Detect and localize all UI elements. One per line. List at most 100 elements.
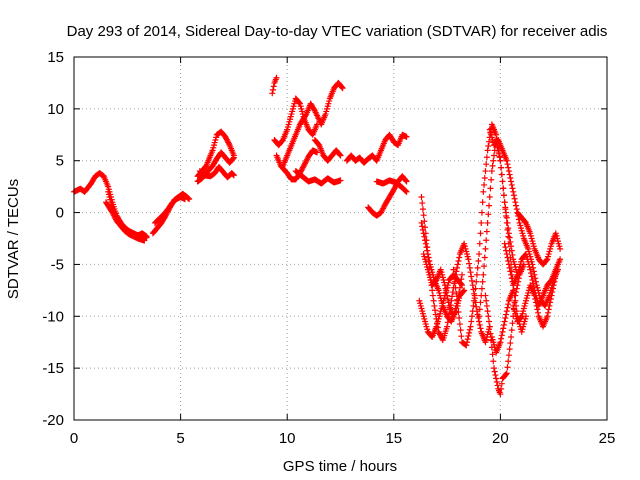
data-point — [269, 86, 276, 93]
data-point — [506, 264, 513, 271]
data-point — [501, 199, 508, 206]
data-point — [505, 164, 512, 171]
data-point — [444, 296, 451, 302]
data-point — [451, 272, 458, 279]
data-point — [504, 161, 511, 168]
data-point — [478, 285, 485, 292]
data-point — [473, 278, 480, 285]
data-point — [508, 243, 515, 250]
data-point — [493, 378, 500, 385]
data-point — [466, 260, 473, 267]
data-point — [481, 175, 488, 181]
data-point — [557, 245, 564, 252]
data-point — [510, 188, 517, 195]
data-point — [483, 161, 490, 168]
data-point — [544, 313, 551, 320]
data-point — [497, 391, 504, 398]
data-point — [337, 177, 344, 184]
data-point — [336, 151, 343, 158]
data-point — [491, 365, 498, 372]
data-point — [508, 247, 515, 254]
x-tick-label: 5 — [176, 430, 184, 447]
data-point — [478, 219, 485, 226]
data-point — [505, 261, 512, 268]
data-points — [71, 74, 564, 398]
y-tick-label: -10 — [42, 308, 64, 325]
data-point — [503, 247, 510, 254]
data-point — [489, 162, 496, 169]
data-point — [444, 323, 451, 330]
data-point — [513, 202, 520, 209]
data-point — [225, 140, 232, 147]
data-point — [269, 90, 276, 97]
data-point — [481, 254, 488, 261]
data-point — [500, 321, 507, 328]
data-point — [535, 309, 542, 316]
data-point — [528, 273, 535, 280]
data-point — [513, 206, 520, 213]
y-tick-label: 10 — [47, 101, 64, 118]
data-point — [545, 306, 552, 313]
data-point — [552, 271, 559, 278]
data-point — [508, 178, 515, 185]
data-point — [512, 199, 519, 206]
data-point — [483, 154, 490, 161]
y-tick-label: -15 — [42, 360, 64, 377]
data-point — [452, 284, 459, 291]
data-point — [430, 297, 437, 304]
data-point — [501, 318, 508, 325]
data-point — [472, 285, 479, 292]
data-point — [534, 306, 541, 313]
data-point — [508, 334, 515, 341]
data-point — [507, 175, 514, 181]
data-point — [458, 333, 465, 340]
data-point — [505, 358, 512, 365]
data-point — [470, 302, 477, 309]
data-point — [557, 256, 564, 263]
data-point — [141, 237, 148, 244]
data-point — [491, 152, 498, 159]
data-point — [479, 278, 486, 285]
grid — [74, 57, 607, 420]
data-point — [465, 256, 472, 263]
data-point — [479, 199, 486, 206]
data-point — [429, 292, 436, 299]
data-point — [449, 293, 456, 300]
data-point — [478, 209, 485, 216]
data-point — [455, 308, 462, 315]
data-point — [547, 299, 554, 306]
data-point — [499, 178, 506, 185]
data-point — [476, 251, 483, 258]
data-point — [486, 202, 493, 209]
data-point — [469, 282, 476, 289]
data-point — [403, 178, 410, 185]
data-point — [484, 308, 491, 315]
data-point — [527, 270, 534, 277]
data-point — [504, 304, 511, 311]
data-point — [498, 332, 505, 339]
data-point — [483, 228, 490, 235]
data-point — [486, 194, 493, 201]
data-point — [453, 290, 460, 297]
data-point — [508, 271, 515, 278]
data-point — [480, 188, 487, 195]
data-point — [469, 308, 476, 315]
data-point — [508, 181, 515, 188]
data-point — [463, 339, 470, 346]
data-point — [477, 325, 484, 332]
data-point — [549, 285, 556, 292]
data-point — [454, 302, 461, 309]
data-point — [230, 154, 237, 161]
data-point — [532, 296, 539, 302]
data-point — [487, 330, 494, 337]
x-tick-label: 10 — [279, 430, 296, 447]
data-point — [464, 336, 471, 343]
data-point — [419, 226, 426, 233]
y-tick-label: 5 — [56, 153, 64, 170]
data-point — [402, 188, 409, 195]
data-point — [481, 181, 488, 188]
data-point — [429, 287, 436, 294]
data-point — [450, 266, 457, 273]
data-point — [487, 185, 494, 192]
